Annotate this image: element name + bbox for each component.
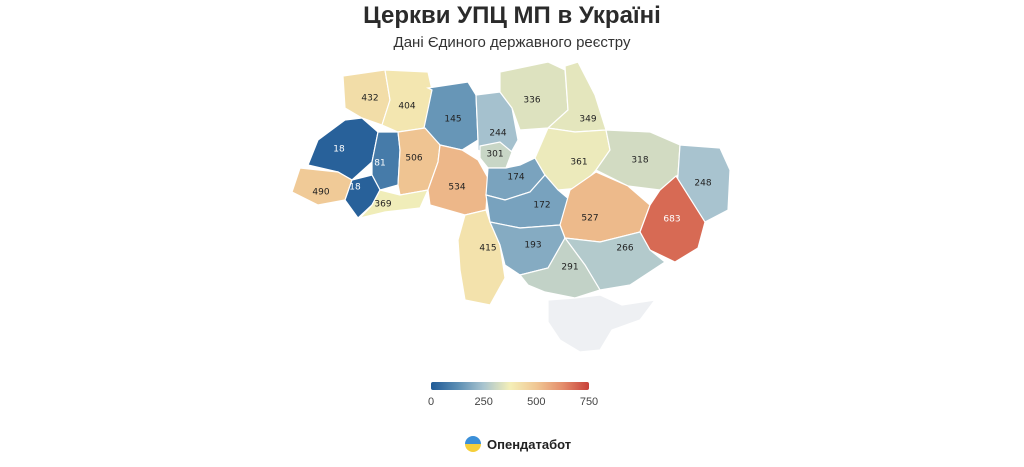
region-value-label: 683 (663, 215, 680, 225)
region-chernivtsi[interactable] (358, 189, 430, 220)
region-value-label: 318 (631, 156, 648, 166)
region-value-label: 415 (479, 244, 496, 254)
legend-gradient-bar (431, 382, 589, 390)
region-crimea[interactable] (547, 294, 657, 353)
region-odesa[interactable] (457, 209, 506, 306)
region-value-label: 193 (524, 241, 541, 251)
legend-tick-label: 250 (474, 396, 493, 408)
region-value-label: 174 (507, 173, 524, 183)
opendatabot-logo-icon (465, 436, 481, 452)
region-value-label: 527 (581, 214, 598, 224)
region-value-label: 145 (444, 115, 461, 125)
region-value-label: 490 (312, 188, 329, 198)
region-value-label: 244 (489, 129, 506, 139)
brand: Опендатабот (465, 434, 571, 454)
region-value-label: 248 (694, 179, 711, 189)
color-legend: 0 250 500 750 (427, 382, 598, 410)
region-value-label: 336 (523, 96, 540, 106)
map-title: Церкви УПЦ МП в Україні (363, 2, 661, 29)
region-value-label: 432 (361, 94, 378, 104)
legend-tick-label: 500 (527, 396, 546, 408)
region-value-label: 349 (579, 115, 596, 125)
legend-tick-label: 750 (579, 396, 599, 408)
region-value-label: 291 (561, 263, 578, 273)
legend-tick-label: 0 (427, 396, 435, 408)
region-donetsk[interactable] (639, 175, 706, 263)
region-value-label: 172 (533, 201, 550, 211)
region-value-label: 404 (398, 102, 415, 112)
region-value-label: 81 (374, 159, 385, 169)
map-subtitle: Дані Єдиного державного реєстру (393, 34, 631, 51)
region-value-label: 301 (486, 150, 503, 160)
region-value-label: 369 (374, 200, 391, 210)
region-kherson[interactable] (518, 236, 601, 299)
legend-ticks: 0 250 500 750 (427, 396, 598, 410)
region-value-label: 534 (448, 183, 465, 193)
region-value-label: 266 (616, 244, 633, 254)
region-value-label: 506 (405, 154, 422, 164)
region-value-label: 361 (570, 158, 587, 168)
region-value-label: 18 (333, 145, 345, 155)
brand-name: Опендатабот (487, 436, 572, 452)
region-value-label: 18 (349, 183, 361, 193)
